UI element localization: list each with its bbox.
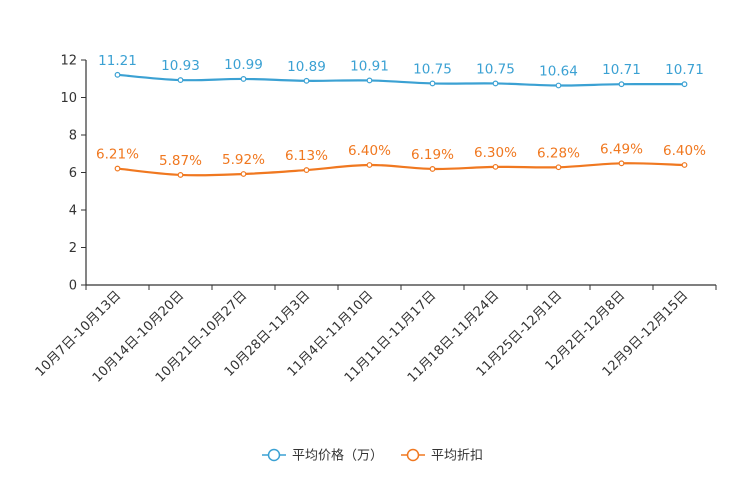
legend-marker-icon [267,448,281,462]
series-lines: 11.21 10.93 10.99 10.89 10.91 10.75 10.75 10.64… [96,53,706,178]
data-point[interactable] [114,165,121,172]
data-label: 10.75 [413,61,452,77]
data-label: 6.40% [348,143,391,159]
series-line [116,162,686,177]
data-point[interactable] [618,160,625,167]
data-label: 10.99 [224,57,263,73]
series-2: 6.21% 5.87% 5.92% 6.13% 6.40% 6.19% 6.30% 6.28%… [96,141,706,178]
y-tick-label: 6 [69,166,77,181]
data-label: 5.92% [222,152,265,168]
data-point[interactable] [555,164,562,171]
data-point[interactable] [681,81,688,88]
data-label: 10.71 [665,62,704,78]
data-point[interactable] [492,163,499,170]
series-line [116,73,686,87]
y-axis: 0 2 4 6 8 10 12 [60,54,87,294]
data-label: 10.93 [161,58,200,74]
data-point[interactable] [303,77,310,84]
data-point[interactable] [618,81,625,88]
data-point[interactable] [555,82,562,89]
data-label: 6.49% [600,141,643,157]
y-tick-label: 0 [69,279,77,294]
data-label: 10.75 [476,61,515,77]
data-label: 10.64 [539,64,578,80]
y-tick-label: 4 [69,204,77,219]
data-label: 11.21 [98,53,137,69]
data-label: 6.28% [537,145,580,161]
series-1: 11.21 10.93 10.99 10.89 10.91 10.75 10.75 10.64… [98,53,704,89]
data-label: 6.13% [285,148,328,164]
legend-label: 平均折扣 [431,449,483,464]
data-point[interactable] [303,167,310,173]
legend-marker-icon [406,448,420,462]
legend: 平均价格（万） 平均折扣 [262,448,483,464]
legend-item-1[interactable]: 平均价格（万） [262,448,383,464]
data-label: 6.21% [96,147,139,163]
data-label: 6.30% [474,145,517,161]
data-point[interactable] [366,162,373,168]
data-point[interactable] [114,71,121,78]
data-label: 10.71 [602,62,641,78]
legend-label: 平均价格（万） [292,448,383,464]
x-axis: 10月7日-10月13日10月14日-10月20日10月21日-10月27日10… [33,284,717,386]
y-tick-label: 10 [60,91,77,106]
data-label: 6.19% [411,147,454,163]
y-tick-label: 8 [69,129,77,144]
data-point[interactable] [177,77,184,83]
data-point[interactable] [681,162,688,168]
data-label: 6.40% [663,143,706,159]
data-point[interactable] [177,172,184,178]
data-point[interactable] [429,80,436,87]
legend-item-2[interactable]: 平均折扣 [401,449,483,464]
data-point[interactable] [492,80,499,87]
y-tick-label: 12 [60,54,77,69]
data-point[interactable] [240,171,247,177]
data-point[interactable] [429,166,436,172]
y-tick-label: 2 [69,241,77,256]
data-label: 10.89 [287,59,326,75]
data-point[interactable] [366,77,373,84]
data-label: 5.87% [159,153,202,169]
data-label: 10.91 [350,58,389,74]
data-point[interactable] [240,76,247,82]
